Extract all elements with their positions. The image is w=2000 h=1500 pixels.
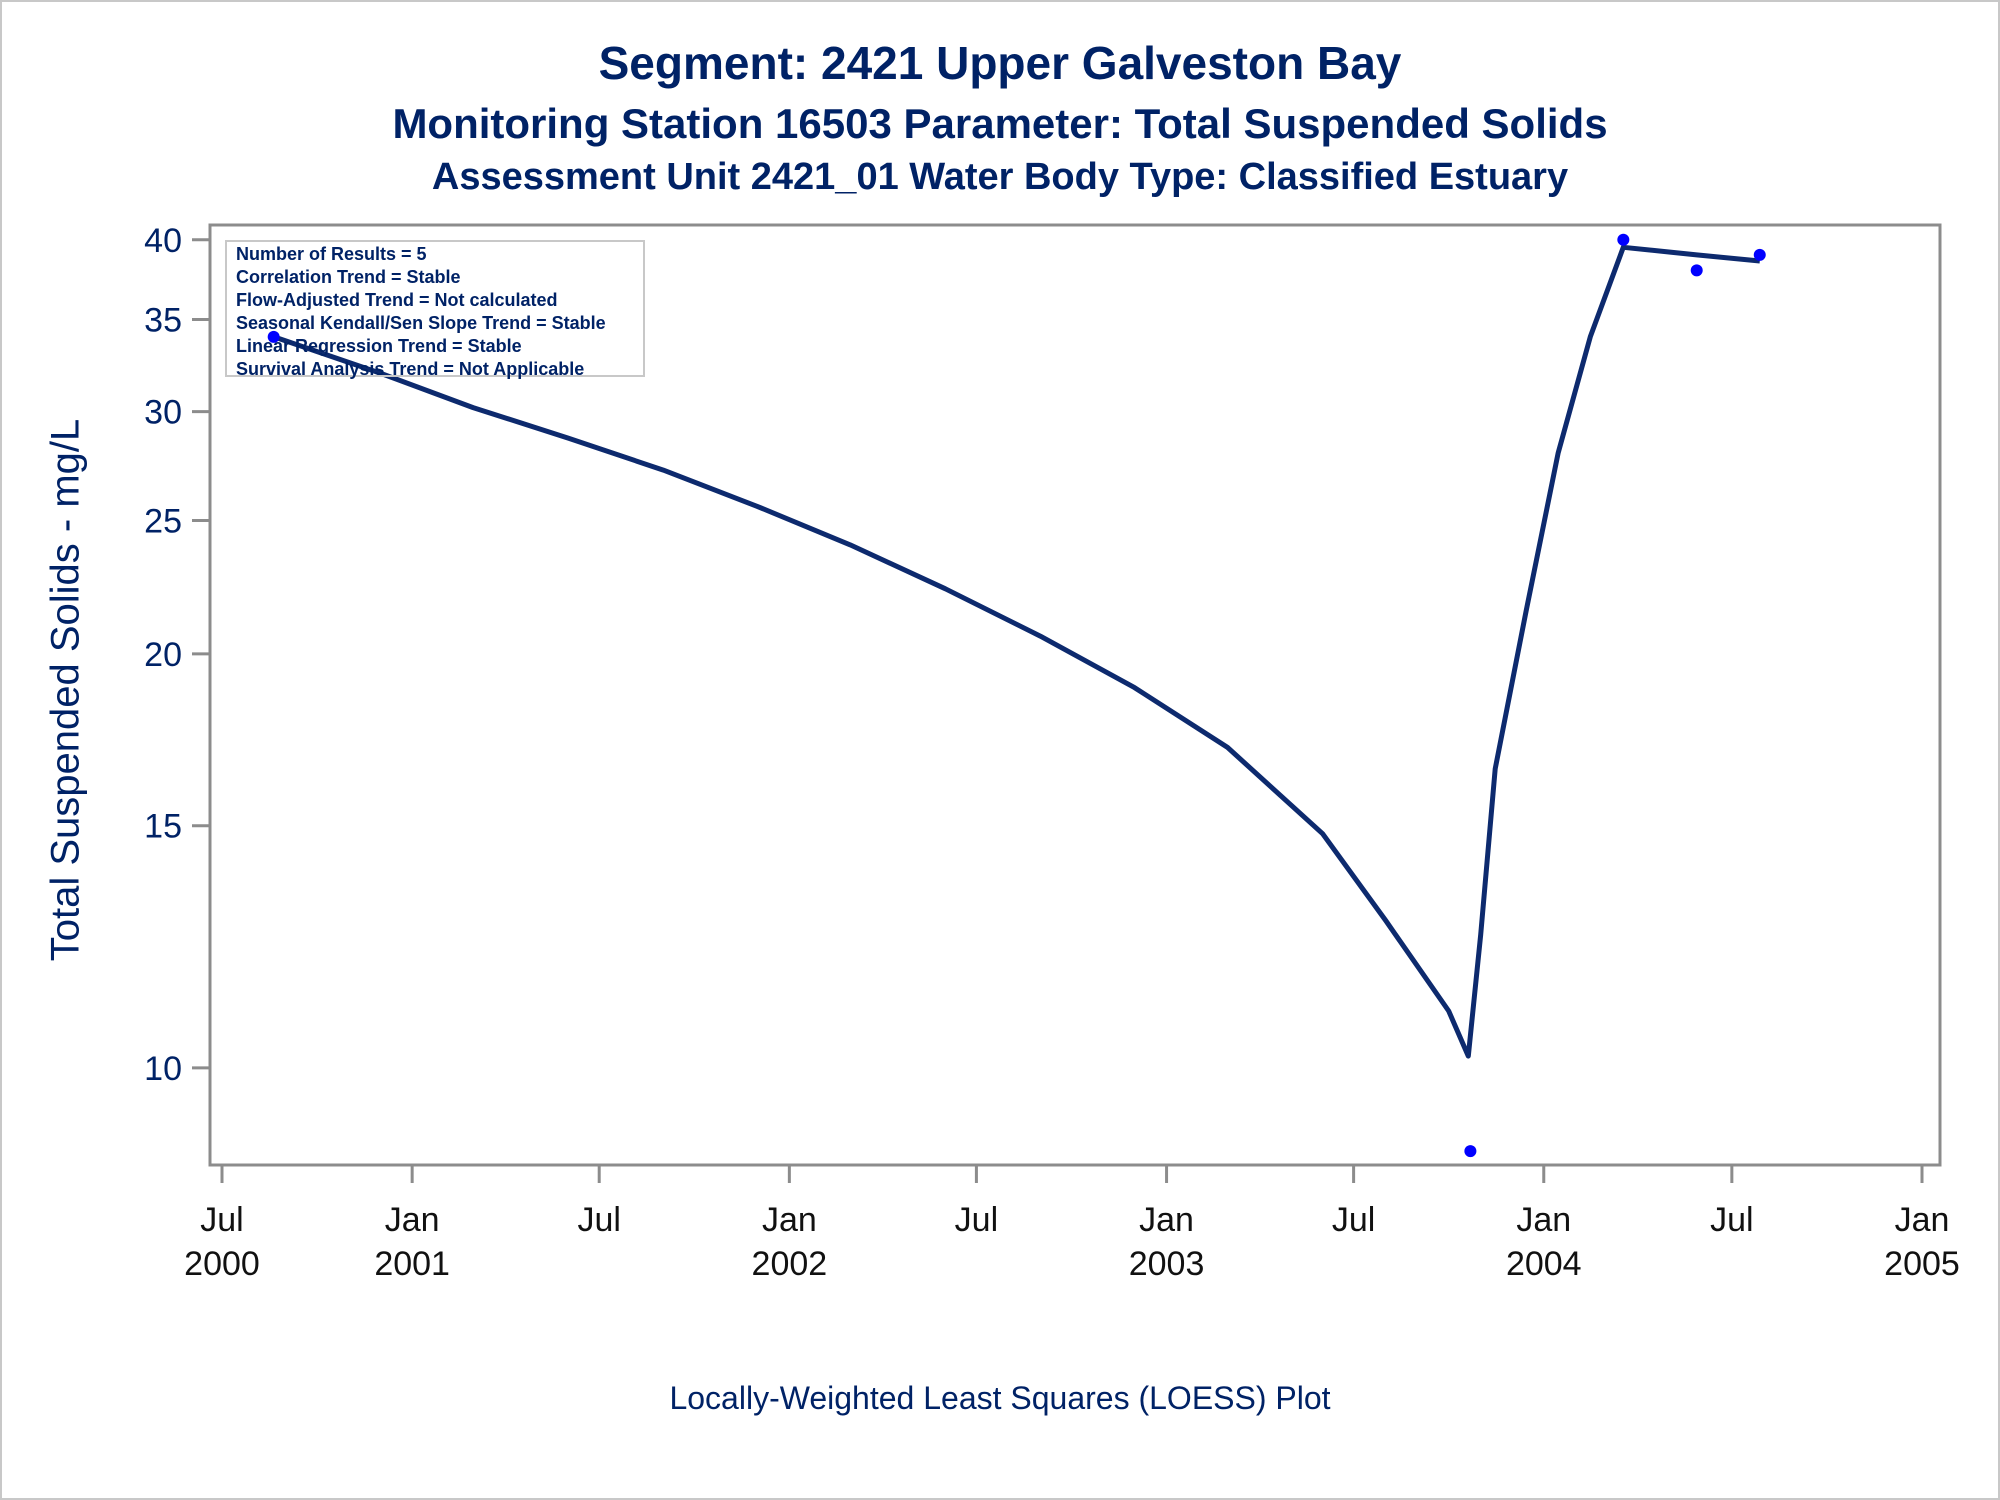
x-tick-label: Jan	[385, 1201, 440, 1239]
y-tick-label: 30	[144, 394, 182, 432]
x-tick-label: 2004	[1506, 1245, 1582, 1283]
x-tick-label: Jul	[1332, 1201, 1375, 1239]
x-tick-label: Jan	[1139, 1201, 1194, 1239]
x-tick-label: 2002	[752, 1245, 828, 1283]
x-tick-label: 2001	[374, 1245, 450, 1283]
stat-linear-regression-trend: Linear Regression Trend = Stable	[236, 336, 522, 356]
data-point	[1617, 233, 1630, 246]
stat-flow-adjusted-trend: Flow-Adjusted Trend = Not calculated	[236, 290, 558, 310]
x-tick-label: 2003	[1129, 1245, 1205, 1283]
stat-survival-analysis-trend: Survival Analysis Trend = Not Applicable	[236, 359, 585, 379]
x-tick-label: Jul	[577, 1201, 620, 1239]
x-tick-label: Jul	[955, 1201, 998, 1239]
x-tick-label: 2005	[1884, 1245, 1960, 1283]
x-axis: Jul 2000 Jan 2001 Jul Jan 2002 Jul Jan 2003 Jul Jan…	[184, 1165, 1960, 1283]
stats-box: Number of Results = 5 Correlation Trend …	[225, 240, 645, 379]
y-tick-label: 25	[144, 503, 182, 541]
x-tick-label: Jan	[1516, 1201, 1571, 1239]
data-point	[1464, 1145, 1477, 1158]
y-tick-label: 40	[144, 222, 182, 260]
y-axis: 10 15 20 25 30 35 40	[144, 222, 210, 1088]
x-tick-label: Jan	[1895, 1201, 1950, 1239]
y-tick-label: 20	[144, 636, 182, 674]
stat-seasonal-kendall-trend: Seasonal Kendall/Sen Slope Trend = Stabl…	[236, 313, 606, 333]
y-tick-label: 35	[144, 302, 182, 340]
stat-correlation-trend: Correlation Trend = Stable	[236, 267, 461, 287]
x-tick-label: Jan	[762, 1201, 817, 1239]
chart-title: Segment: 2421 Upper Galveston Bay	[598, 37, 1402, 89]
data-points	[267, 233, 1766, 1158]
footnote: Locally-Weighted Least Squares (LOESS) P…	[669, 1380, 1331, 1416]
stat-number-of-results: Number of Results = 5	[236, 244, 427, 264]
x-tick-label: Jul	[200, 1201, 243, 1239]
x-tick-label: Jul	[1710, 1201, 1753, 1239]
chart-subtitle: Monitoring Station 16503 Parameter: Tota…	[392, 100, 1608, 147]
data-point	[267, 330, 280, 343]
plot-area	[208, 223, 1942, 1167]
x-tick-label: 2000	[184, 1245, 260, 1283]
y-tick-label: 15	[144, 808, 182, 846]
chart-subtitle-2: Assessment Unit 2421_01 Water Body Type:…	[431, 156, 1569, 198]
y-tick-label: 10	[144, 1050, 182, 1088]
data-point	[1690, 264, 1703, 277]
loess-line	[272, 244, 1761, 1059]
data-point	[1753, 248, 1766, 261]
